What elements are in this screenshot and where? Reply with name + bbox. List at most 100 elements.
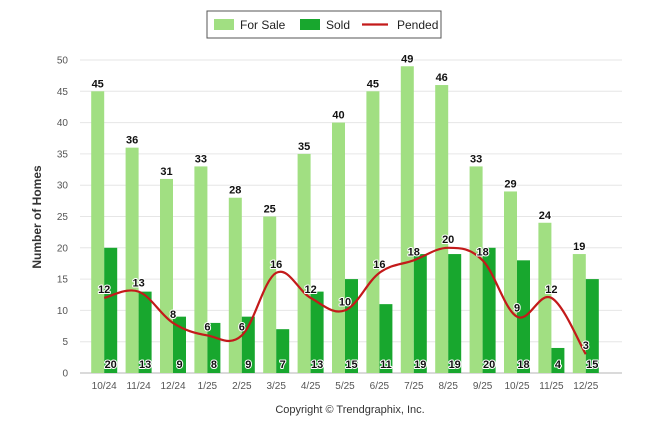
x-tick-label: 3/25 xyxy=(266,381,286,392)
y-tick-label: 35 xyxy=(57,149,69,160)
data-label-pended: 13 xyxy=(132,278,144,290)
data-label-for-sale: 29 xyxy=(504,178,516,190)
bars xyxy=(91,66,599,374)
data-label-for-sale: 46 xyxy=(436,72,448,84)
bar-for-sale xyxy=(194,166,208,373)
y-tick-label: 20 xyxy=(57,243,69,254)
data-label-pended: 12 xyxy=(545,284,557,296)
bar-sold xyxy=(482,247,496,373)
bar-for-sale xyxy=(160,178,173,373)
bar-sold xyxy=(173,316,186,373)
x-tick-label: 10/24 xyxy=(92,381,117,392)
x-tick-label: 7/25 xyxy=(404,381,424,392)
bar-sold xyxy=(551,347,565,373)
bar-for-sale xyxy=(366,91,380,374)
bar-sold xyxy=(448,254,462,373)
bar-for-sale xyxy=(91,91,105,374)
legend-label-pended: Pended xyxy=(397,18,438,32)
y-tick-label: 40 xyxy=(57,118,69,129)
data-label-pended: 8 xyxy=(170,309,176,321)
x-tick-label: 2/25 xyxy=(232,381,252,392)
data-label-sold: 20 xyxy=(105,359,117,371)
legend-swatch-sold xyxy=(300,19,320,30)
legend-label-for-sale: For Sale xyxy=(240,18,286,32)
data-label-pended: 16 xyxy=(373,259,385,271)
data-label-sold: 7 xyxy=(280,359,286,371)
data-label-for-sale: 33 xyxy=(470,153,482,165)
x-tick-label: 11/25 xyxy=(539,381,564,392)
x-tick-label: 1/25 xyxy=(198,381,218,392)
y-axis-title: Number of Homes xyxy=(30,165,44,269)
x-axis-ticks: 10/24 11/24 12/24 1/25 2/25 3/25 4/25 5/25 6/25 7… xyxy=(92,381,599,392)
data-label-sold: 15 xyxy=(586,359,598,371)
data-label-pended: 18 xyxy=(476,246,488,258)
x-tick-label: 9/25 xyxy=(473,381,493,392)
data-label-for-sale: 25 xyxy=(264,204,276,216)
data-label-sold: 20 xyxy=(483,359,495,371)
bar-for-sale xyxy=(435,85,449,373)
data-label-pended: 16 xyxy=(270,259,282,271)
pended-line xyxy=(103,246,587,355)
y-tick-label: 15 xyxy=(57,275,69,286)
bar-sold xyxy=(138,291,152,373)
x-tick-label: 10/25 xyxy=(504,381,529,392)
data-label-pended: 3 xyxy=(583,340,589,352)
bar-sold xyxy=(379,304,393,373)
data-label-sold: 18 xyxy=(517,359,529,371)
data-labels: 4520361331933828925735134015451149194619… xyxy=(91,52,600,372)
data-label-for-sale: 36 xyxy=(126,135,138,147)
legend: For Sale Sold Pended xyxy=(206,10,442,39)
data-label-pended: 20 xyxy=(442,234,454,246)
bar-sold xyxy=(276,329,290,373)
x-tick-label: 4/25 xyxy=(301,381,321,392)
x-tick-label: 6/25 xyxy=(370,381,390,392)
data-label-sold: 13 xyxy=(311,359,323,371)
x-tick-label: 12/24 xyxy=(160,381,185,392)
data-label-sold: 11 xyxy=(380,359,392,371)
bar-for-sale xyxy=(125,147,139,373)
bar-for-sale xyxy=(228,197,242,373)
y-tick-label: 5 xyxy=(62,337,68,348)
data-label-for-sale: 24 xyxy=(539,210,552,222)
data-label-pended: 9 xyxy=(514,303,520,315)
y-tick-label: 30 xyxy=(57,181,69,192)
legend-box xyxy=(206,10,442,39)
y-tick-label: 45 xyxy=(57,87,69,98)
data-label-sold: 4 xyxy=(555,359,562,371)
y-tick-label: 50 xyxy=(57,56,69,67)
bar-for-sale xyxy=(297,153,311,373)
data-label-sold: 19 xyxy=(414,359,426,371)
data-label-for-sale: 35 xyxy=(298,141,310,153)
bar-for-sale xyxy=(572,254,586,373)
data-label-for-sale: 45 xyxy=(92,78,104,90)
data-label-pended: 6 xyxy=(239,321,245,333)
x-tick-label: 11/24 xyxy=(126,381,151,392)
bar-for-sale xyxy=(332,122,345,373)
bar-for-sale xyxy=(400,66,414,373)
bar-sold xyxy=(585,279,599,373)
data-label-sold: 15 xyxy=(345,359,357,371)
data-label-pended: 18 xyxy=(408,246,420,258)
y-tick-label: 0 xyxy=(62,369,68,380)
bar-for-sale xyxy=(263,216,277,373)
data-label-pended: 12 xyxy=(98,284,110,296)
bar-for-sale xyxy=(469,166,483,373)
x-tick-label: 12/25 xyxy=(573,381,598,392)
data-label-for-sale: 33 xyxy=(195,153,207,165)
bar-for-sale xyxy=(504,191,517,373)
data-label-for-sale: 40 xyxy=(332,110,344,122)
y-tick-label: 25 xyxy=(57,212,69,223)
y-tick-label: 10 xyxy=(57,306,69,317)
data-label-sold: 9 xyxy=(245,359,251,371)
data-label-sold: 9 xyxy=(176,359,182,371)
bar-sold xyxy=(310,291,324,373)
data-label-for-sale: 49 xyxy=(401,53,413,65)
legend-swatch-for-sale xyxy=(214,19,234,30)
bar-sold xyxy=(413,254,427,373)
x-tick-label: 8/25 xyxy=(438,381,458,392)
data-label-for-sale: 31 xyxy=(160,166,172,178)
data-label-for-sale: 19 xyxy=(573,241,585,253)
data-label-pended: 12 xyxy=(304,284,316,296)
copyright-footer: Copyright © Trendgraphix, Inc. xyxy=(275,404,424,416)
